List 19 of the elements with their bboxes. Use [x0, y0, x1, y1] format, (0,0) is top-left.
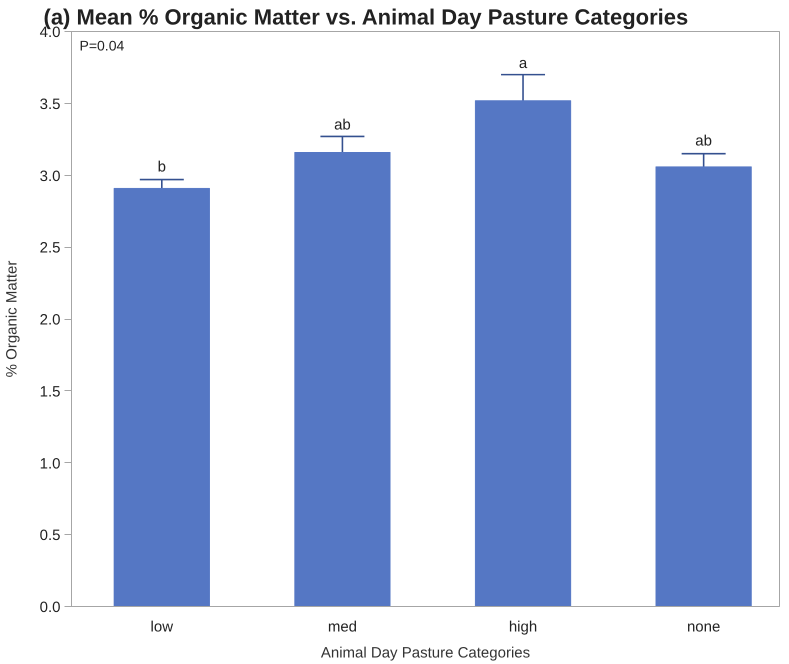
y-tick-label: 0.5 — [40, 527, 61, 544]
y-tick-label: 0.0 — [40, 599, 61, 616]
annotation: ab — [334, 116, 351, 134]
annotation: ab — [695, 132, 712, 150]
y-tick-label: 3.5 — [40, 96, 61, 113]
x-tick-label: high — [508, 618, 538, 636]
y-tick-label: 1.5 — [40, 383, 61, 400]
x-tick-label: none — [686, 618, 720, 636]
y-tick-label: 2.0 — [40, 312, 61, 328]
annotation: b — [158, 158, 166, 176]
y-axis-title: % Organic Matter — [4, 260, 21, 378]
x-tick-label: low — [150, 618, 174, 636]
annotation: a — [518, 54, 528, 72]
y-tick-label: 1.0 — [40, 455, 61, 472]
x-tick-label: med — [328, 618, 358, 636]
y-tick-label: 3.0 — [40, 168, 61, 185]
annotation: P=0.04 — [80, 38, 124, 54]
y-tick-label: 2.5 — [40, 240, 61, 257]
x-axis-title: Animal Day Pasture Categories — [320, 644, 530, 662]
